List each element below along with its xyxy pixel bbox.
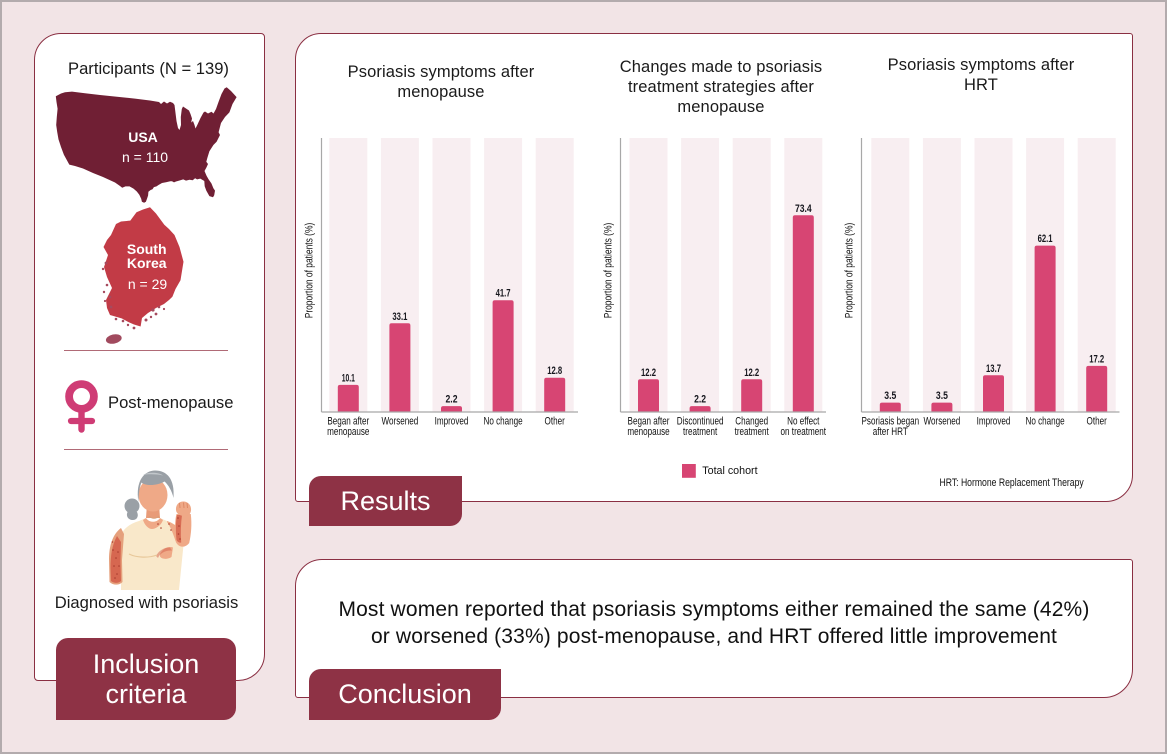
svg-text:12.2: 12.2	[744, 367, 759, 379]
svg-text:on treatment: on treatment	[781, 426, 827, 438]
svg-text:treatment: treatment	[683, 426, 717, 438]
svg-text:Began after: Began after	[327, 416, 369, 428]
svg-text:62.1: 62.1	[1038, 233, 1053, 245]
svg-text:Total cohort: Total cohort	[702, 465, 757, 477]
svg-text:2.2: 2.2	[446, 394, 458, 406]
svg-text:Proportion of patients (%): Proportion of patients (%)	[304, 223, 316, 319]
svg-text:Began after: Began after	[628, 416, 670, 428]
svg-text:3.5: 3.5	[936, 390, 948, 402]
svg-text:HRT: Hormone Replacement Thera: HRT: Hormone Replacement Therapy	[940, 477, 1085, 489]
svg-text:Worsened: Worsened	[382, 416, 419, 428]
svg-text:Psoriasis began: Psoriasis began	[862, 416, 920, 428]
svg-text:Other: Other	[1087, 416, 1108, 428]
svg-text:Improved: Improved	[435, 416, 469, 428]
svg-text:No change: No change	[1026, 416, 1065, 428]
svg-text:33.1: 33.1	[392, 311, 407, 323]
svg-text:n = 110: n = 110	[122, 149, 168, 165]
svg-text:South: South	[127, 241, 167, 257]
svg-text:2.2: 2.2	[694, 394, 706, 406]
svg-text:n = 29: n = 29	[128, 276, 168, 292]
svg-text:13.7: 13.7	[986, 363, 1001, 375]
svg-text:41.7: 41.7	[496, 288, 511, 300]
svg-text:Worsened: Worsened	[924, 416, 961, 428]
svg-text:3.5: 3.5	[884, 390, 896, 402]
svg-text:menopause: menopause	[627, 426, 669, 438]
svg-text:Discontinued: Discontinued	[677, 416, 724, 428]
svg-text:Changed: Changed	[735, 416, 768, 428]
svg-text:12.8: 12.8	[547, 365, 562, 377]
svg-text:after HRT: after HRT	[873, 426, 908, 438]
svg-text:Improved: Improved	[977, 416, 1011, 428]
svg-text:12.2: 12.2	[641, 367, 656, 379]
svg-text:USA: USA	[128, 129, 158, 145]
svg-text:No change: No change	[484, 416, 523, 428]
svg-text:Proportion of patients (%): Proportion of patients (%)	[844, 223, 856, 319]
svg-text:Korea: Korea	[127, 255, 167, 271]
svg-text:17.2: 17.2	[1089, 353, 1104, 365]
svg-text:menopause: menopause	[327, 426, 369, 438]
svg-text:No effect: No effect	[787, 416, 819, 428]
svg-text:Proportion of patients (%): Proportion of patients (%)	[603, 223, 615, 319]
svg-text:Other: Other	[545, 416, 566, 428]
svg-text:10.1: 10.1	[342, 372, 355, 384]
svg-text:treatment: treatment	[735, 426, 769, 438]
svg-text:73.4: 73.4	[795, 203, 812, 215]
